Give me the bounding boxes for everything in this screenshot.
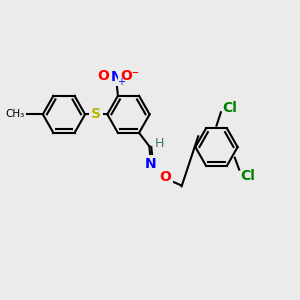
Text: O⁻: O⁻ (120, 69, 139, 83)
Text: H: H (154, 137, 164, 150)
Text: S: S (91, 107, 101, 121)
Text: Cl: Cl (241, 169, 256, 183)
Text: N: N (111, 70, 122, 84)
Text: CH₃: CH₃ (5, 109, 25, 119)
Text: Cl: Cl (222, 101, 237, 115)
Text: N: N (145, 157, 157, 171)
Text: O: O (160, 170, 171, 184)
Text: +: + (117, 77, 125, 87)
Text: O: O (97, 69, 109, 83)
